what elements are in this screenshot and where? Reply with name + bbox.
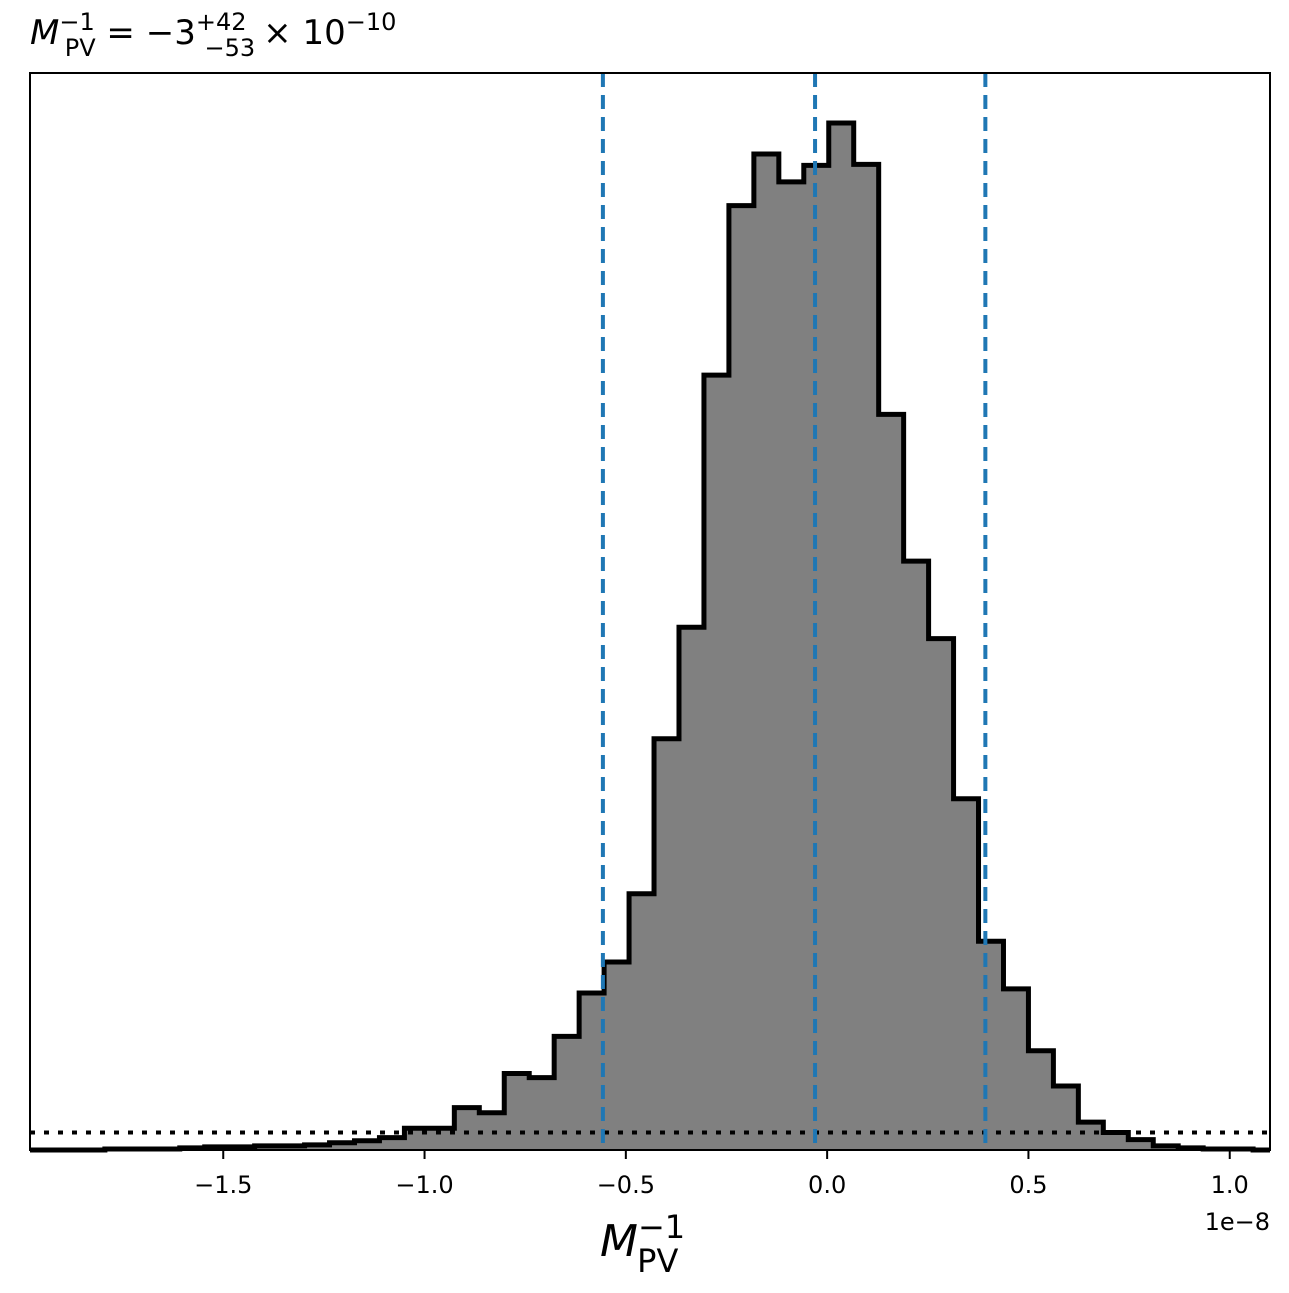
x-tick-label: −0.5 <box>597 1171 655 1199</box>
xlabel-superscript: −1 <box>638 1208 685 1246</box>
histogram-bar <box>1053 1085 1079 1150</box>
xlabel-symbol: M <box>600 1216 638 1267</box>
histogram-bar <box>579 992 605 1150</box>
histogram-bar <box>753 154 780 1150</box>
histogram-bar <box>728 205 755 1150</box>
histogram-bar <box>379 1137 406 1150</box>
xlabel-subscript: PV <box>637 1242 678 1280</box>
title-times: × 10 <box>263 13 346 53</box>
title-value: = −3 <box>96 13 196 53</box>
histogram-bar <box>354 1140 381 1150</box>
histogram-bar <box>329 1142 356 1150</box>
histogram-bar <box>1078 1122 1104 1150</box>
histogram-bar <box>878 414 905 1150</box>
x-tick-label: 1.0 <box>1211 1171 1249 1199</box>
histogram-bar <box>1128 1139 1154 1150</box>
histogram-bar <box>604 961 630 1150</box>
histogram-bar <box>304 1144 331 1150</box>
chart-title: M−1 PV = −3+42 −53 × 10−10 <box>30 8 396 62</box>
histogram-bar <box>928 638 955 1150</box>
histogram-bar <box>529 1077 555 1150</box>
histogram-bar <box>429 1128 455 1150</box>
title-err-minus: −53 <box>205 34 256 62</box>
x-axis-label: M−1 PV <box>600 1208 685 1280</box>
histogram-bar <box>678 627 705 1150</box>
title-symbol: M <box>30 13 59 53</box>
x-axis-ticks: −1.5 −1.0 −0.5 0.0 0.5 1.0 <box>194 1150 1249 1199</box>
histogram-bar <box>903 561 930 1150</box>
histogram-bar <box>1028 1050 1054 1150</box>
x-tick-label: −1.5 <box>194 1171 252 1199</box>
histogram-bar <box>853 164 880 1150</box>
histogram-bar <box>978 941 1005 1150</box>
histogram-bar <box>1003 988 1030 1150</box>
title-exponent: −10 <box>346 8 397 36</box>
histogram-bar <box>703 375 730 1151</box>
axes-frame <box>29 72 1271 1151</box>
histogram-bar <box>1103 1132 1129 1150</box>
histogram-bar <box>953 798 980 1150</box>
plot-area <box>30 73 1270 1153</box>
histogram-bar <box>778 181 805 1150</box>
histogram-bar <box>454 1107 480 1150</box>
histogram-bar <box>654 738 680 1150</box>
title-subscript: PV <box>65 34 96 62</box>
x-tick-label: −1.0 <box>395 1171 453 1199</box>
x-axis-multiplier: 1e−8 <box>1205 1208 1270 1236</box>
title-superscript: −1 <box>59 8 94 36</box>
x-tick-label: 0.0 <box>808 1171 846 1199</box>
histogram-bar <box>828 123 855 1150</box>
histogram-bar <box>504 1073 530 1150</box>
x-tick-label: 0.5 <box>1009 1171 1047 1199</box>
histogram-outline <box>30 120 1270 1153</box>
histogram-bar <box>629 893 655 1150</box>
title-err-plus: +42 <box>196 8 247 36</box>
